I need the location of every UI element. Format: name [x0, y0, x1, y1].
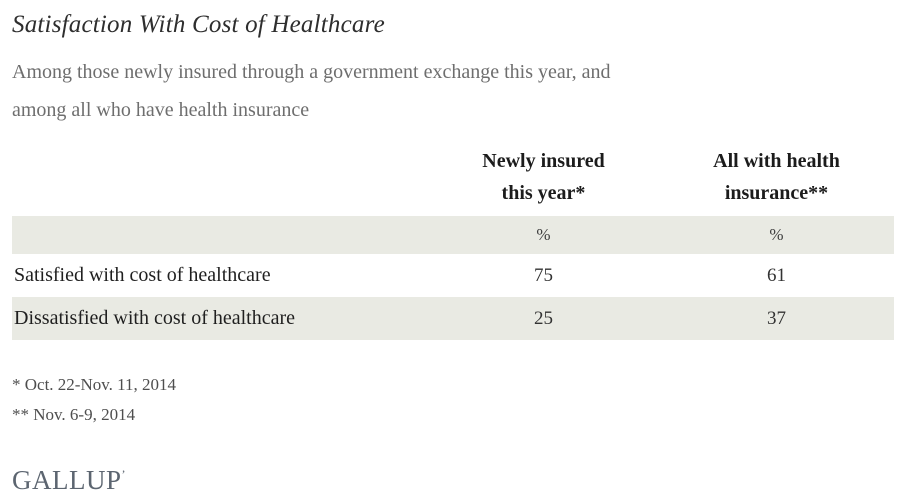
value-cell: 61 — [767, 264, 786, 286]
value-cell: 37 — [767, 307, 786, 329]
column-header-line: this year* — [501, 182, 586, 204]
gallup-logo: GALLUP’ — [12, 464, 894, 496]
column-header-all-insured: All with health insurance** — [660, 145, 893, 209]
unit-cell: % — [536, 225, 551, 244]
table-row-satisfied: Satisfied with cost of healthcare 75 61 — [12, 254, 894, 297]
subtitle-line-1: Among those newly insured through a gove… — [12, 61, 611, 83]
subtitle: Among those newly insured through a gove… — [12, 53, 894, 129]
unit-row: % % — [12, 216, 894, 254]
column-header-newly-insured: Newly insured this year* — [427, 145, 660, 209]
row-label: Dissatisfied with cost of healthcare — [14, 307, 296, 329]
column-header-line: Newly insured — [482, 150, 605, 172]
value-cell: 75 — [534, 264, 553, 286]
column-header-line: insurance** — [724, 182, 829, 204]
footnotes: * Oct. 22-Nov. 11, 2014 ** Nov. 6-9, 201… — [12, 370, 894, 430]
trademark-icon: ’ — [121, 467, 126, 481]
column-header-line: All with health — [713, 150, 840, 172]
subtitle-line-2: among all who have health insurance — [12, 99, 310, 121]
footnote-newly-insured-dates: * Oct. 22-Nov. 11, 2014 — [12, 375, 176, 394]
row-label: Satisfied with cost of healthcare — [14, 264, 271, 286]
table-header-row: Newly insured this year* All with health… — [12, 145, 894, 216]
unit-cell: % — [769, 225, 784, 244]
table-row-dissatisfied: Dissatisfied with cost of healthcare 25 … — [12, 297, 894, 340]
page-title: Satisfaction With Cost of Healthcare — [12, 11, 385, 38]
gallup-table-graphic: Satisfaction With Cost of Healthcare Amo… — [12, 0, 894, 496]
value-cell: 25 — [534, 307, 553, 329]
footnote-all-insured-dates: ** Nov. 6-9, 2014 — [12, 405, 136, 424]
gallup-wordmark: GALLUP — [12, 465, 122, 495]
data-table: Newly insured this year* All with health… — [12, 145, 894, 340]
